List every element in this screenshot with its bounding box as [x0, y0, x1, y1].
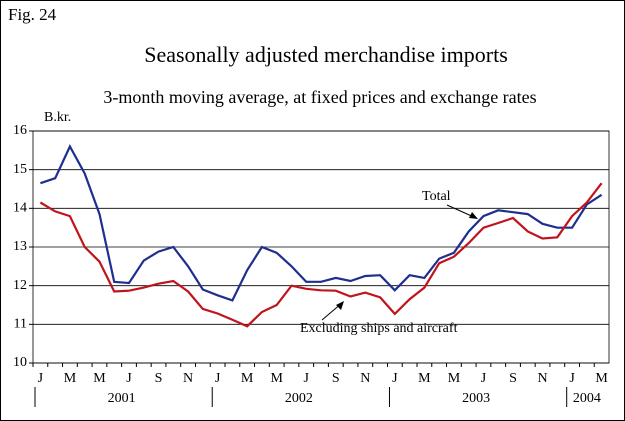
y-tick-label: 15 — [13, 162, 27, 177]
series-line — [40, 144, 603, 302]
x-tick-label: J — [392, 371, 398, 386]
x-tick-label: J — [304, 371, 310, 386]
x-tick-label: N — [360, 371, 370, 386]
x-tick-label: N — [183, 371, 193, 386]
annotation: Total — [422, 189, 451, 204]
x-tick-label: M — [448, 371, 461, 386]
x-tick-label: J — [215, 371, 221, 386]
year-label: 2002 — [285, 391, 313, 406]
y-tick-label: 12 — [13, 278, 27, 293]
y-tick-label: 16 — [13, 123, 27, 138]
x-tick-label: J — [569, 371, 575, 386]
x-tick-label: M — [241, 371, 254, 386]
x-tick-label: M — [93, 371, 106, 386]
figure-label: Fig. 24 — [8, 5, 57, 24]
x-tick-label: M — [418, 371, 431, 386]
y-tick-label: 10 — [13, 355, 27, 370]
year-label: 2001 — [108, 391, 136, 406]
x-tick-label: J — [481, 371, 487, 386]
arrow-head — [469, 212, 478, 219]
x-tick-label: S — [155, 371, 163, 386]
x-tick-label: S — [332, 371, 340, 386]
year-label: 2004 — [573, 391, 601, 406]
chart-title: Seasonally adjusted merchandise imports — [144, 42, 508, 67]
x-tick-label: M — [270, 371, 283, 386]
y-unit: B.kr. — [44, 110, 71, 125]
series-line — [39, 182, 603, 328]
x-tick-label: S — [509, 371, 517, 386]
year-label: 2003 — [462, 391, 490, 406]
y-tick-label: 11 — [14, 317, 27, 332]
arrow-head — [336, 301, 344, 310]
y-tick-label: 13 — [13, 239, 27, 254]
y-tick-label: 14 — [13, 201, 27, 216]
x-tick-label: N — [537, 371, 547, 386]
x-tick-label: J — [126, 371, 132, 386]
x-tick-label: J — [38, 371, 44, 386]
annotation: Excluding ships and aircraft — [300, 321, 458, 336]
x-tick-label: M — [64, 371, 77, 386]
chart-subtitle: 3-month moving average, at fixed prices … — [103, 87, 536, 107]
x-tick-label: M — [595, 371, 608, 386]
